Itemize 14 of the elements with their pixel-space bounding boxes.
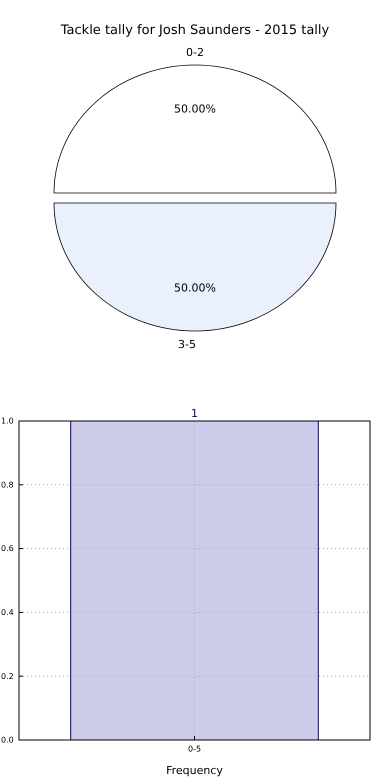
slice-label: 0-2 — [186, 46, 204, 59]
y-tick-label: 0.4 — [1, 608, 14, 617]
data-label: 50.00% — [174, 102, 216, 116]
data-label: 1 — [191, 407, 198, 420]
y-tick-label: 0.8 — [1, 480, 14, 490]
x-tick-label: 0-5 — [188, 744, 202, 754]
slice-label: 3-5 — [178, 338, 196, 351]
chart-title: Tackle tally for Josh Saunders - 2015 tally — [60, 23, 330, 38]
y-tick-label: 0.6 — [1, 544, 14, 554]
y-tick-label: 1.0 — [1, 416, 14, 426]
y-tick-label: 0.2 — [1, 672, 14, 681]
data-label: 50.00% — [174, 281, 216, 294]
y-tick-label: 0.0 — [1, 736, 14, 745]
x-axis-title: Frequency — [166, 764, 224, 777]
